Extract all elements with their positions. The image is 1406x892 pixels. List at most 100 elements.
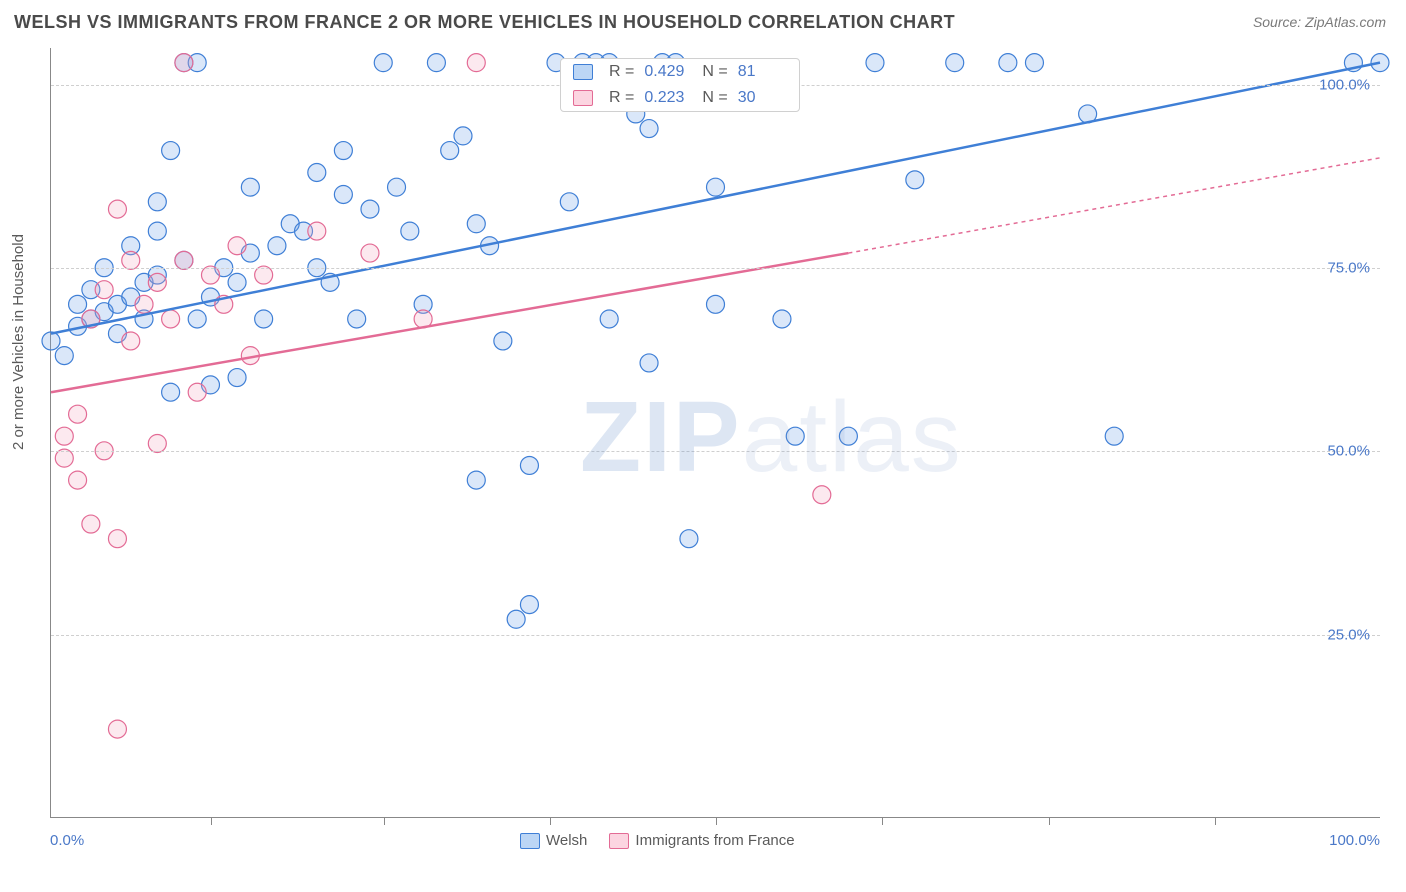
legend-swatch [520, 833, 540, 849]
data-point [188, 383, 206, 401]
data-point [162, 310, 180, 328]
data-point [122, 332, 140, 350]
legend-item: Immigrants from France [609, 832, 794, 849]
x-tick [882, 817, 883, 825]
x-tick [1049, 817, 1050, 825]
data-point [175, 54, 193, 72]
source-attribution: Source: ZipAtlas.com [1253, 14, 1386, 30]
data-point [268, 237, 286, 255]
stats-r-label: R = [609, 63, 634, 81]
data-point [148, 434, 166, 452]
data-point [69, 405, 87, 423]
data-point [707, 295, 725, 313]
data-point [148, 193, 166, 211]
y-tick-label: 75.0% [1327, 260, 1370, 277]
data-point [467, 215, 485, 233]
data-point [162, 142, 180, 160]
data-point [148, 222, 166, 240]
data-point [839, 427, 857, 445]
data-point [680, 530, 698, 548]
data-point [148, 273, 166, 291]
data-point [175, 251, 193, 269]
data-point [108, 530, 126, 548]
data-point [600, 310, 618, 328]
data-point [348, 310, 366, 328]
chart-svg [51, 48, 1380, 817]
stats-n-label: N = [702, 89, 727, 107]
data-point [188, 310, 206, 328]
stats-swatch [573, 90, 593, 106]
data-point [228, 237, 246, 255]
data-point [69, 295, 87, 313]
data-point [55, 427, 73, 445]
data-point [1025, 54, 1043, 72]
data-point [228, 273, 246, 291]
y-axis-label: 2 or more Vehicles in Household [10, 234, 27, 450]
legend: Welsh Immigrants from France [520, 832, 795, 849]
x-axis-min-label: 0.0% [50, 832, 84, 849]
gridline [51, 635, 1380, 636]
data-point [308, 164, 326, 182]
stats-r-label: R = [609, 89, 634, 107]
x-tick [550, 817, 551, 825]
data-point [467, 54, 485, 72]
legend-item: Welsh [520, 832, 587, 849]
data-point [228, 369, 246, 387]
data-point [135, 295, 153, 313]
trend-line-extrapolated [848, 158, 1380, 253]
x-tick [211, 817, 212, 825]
x-tick [384, 817, 385, 825]
data-point [560, 193, 578, 211]
plot-area: 25.0%50.0%75.0%100.0% [50, 48, 1380, 818]
data-point [162, 383, 180, 401]
data-point [813, 486, 831, 504]
data-point [334, 185, 352, 203]
stats-r-value: 0.429 [644, 63, 692, 81]
legend-label: Welsh [546, 832, 587, 849]
stats-n-label: N = [702, 63, 727, 81]
legend-swatch [609, 833, 629, 849]
data-point [108, 720, 126, 738]
data-point [441, 142, 459, 160]
data-point [520, 596, 538, 614]
data-point [786, 427, 804, 445]
data-point [946, 54, 964, 72]
data-point [520, 456, 538, 474]
legend-label: Immigrants from France [635, 832, 794, 849]
data-point [494, 332, 512, 350]
data-point [773, 310, 791, 328]
data-point [334, 142, 352, 160]
data-point [361, 244, 379, 262]
data-point [454, 127, 472, 145]
x-tick [1215, 817, 1216, 825]
data-point [707, 178, 725, 196]
data-point [906, 171, 924, 189]
data-point [401, 222, 419, 240]
data-point [308, 222, 326, 240]
data-point [866, 54, 884, 72]
data-point [69, 471, 87, 489]
data-point [95, 281, 113, 299]
data-point [640, 120, 658, 138]
data-point [388, 178, 406, 196]
stats-swatch [573, 64, 593, 80]
data-point [255, 310, 273, 328]
data-point [467, 471, 485, 489]
x-tick [716, 817, 717, 825]
data-point [507, 610, 525, 628]
data-point [361, 200, 379, 218]
data-point [640, 354, 658, 372]
chart-title: WELSH VS IMMIGRANTS FROM FRANCE 2 OR MOR… [14, 12, 955, 33]
data-point [42, 332, 60, 350]
data-point [122, 251, 140, 269]
gridline [51, 268, 1380, 269]
data-point [82, 515, 100, 533]
stats-n-value: 30 [738, 89, 786, 107]
gridline [51, 451, 1380, 452]
stats-row: R =0.429N =81 [561, 59, 799, 85]
stats-box: R =0.429N =81R =0.223N =30 [560, 58, 800, 112]
data-point [427, 54, 445, 72]
data-point [241, 178, 259, 196]
data-point [374, 54, 392, 72]
data-point [55, 347, 73, 365]
